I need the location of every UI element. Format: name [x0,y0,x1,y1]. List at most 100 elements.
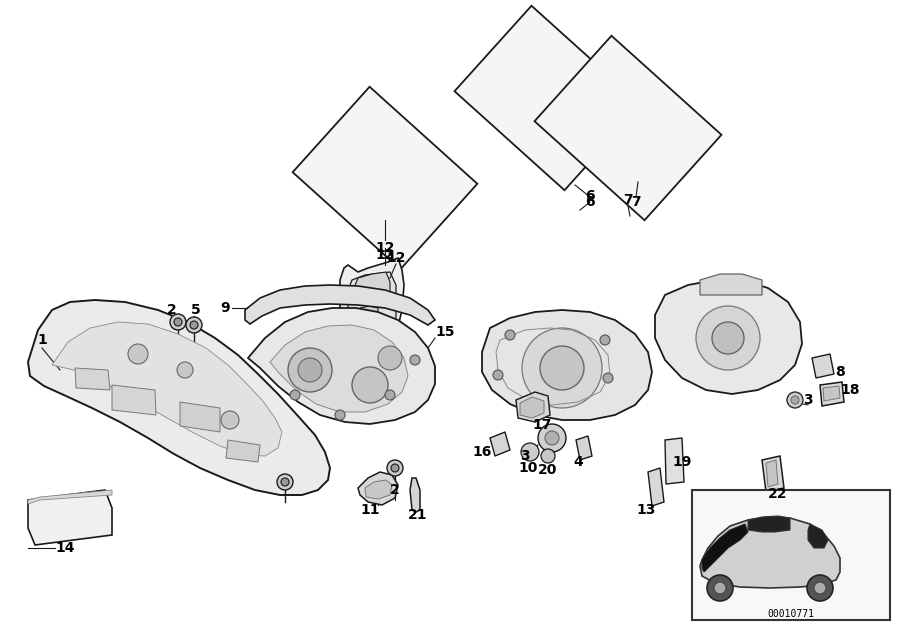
Polygon shape [248,308,435,424]
Polygon shape [820,382,844,406]
Polygon shape [410,478,420,512]
Text: 7: 7 [631,195,641,209]
Circle shape [787,392,803,408]
Polygon shape [576,436,592,460]
Polygon shape [665,438,684,484]
Polygon shape [180,402,220,432]
Text: 17: 17 [532,418,552,432]
Circle shape [391,464,399,472]
Polygon shape [700,517,840,588]
Text: 19: 19 [672,455,692,469]
Text: 9: 9 [220,301,230,315]
Text: 15: 15 [436,325,454,339]
Polygon shape [535,36,722,220]
Polygon shape [360,306,378,320]
Circle shape [505,330,515,340]
Polygon shape [28,490,112,504]
Polygon shape [766,460,778,487]
Circle shape [541,449,555,463]
Text: 13: 13 [636,503,656,517]
Circle shape [714,582,726,594]
Polygon shape [700,274,762,295]
Polygon shape [808,524,828,548]
Circle shape [387,460,403,476]
Circle shape [174,318,182,326]
Text: 12: 12 [386,251,406,265]
Circle shape [814,582,826,594]
Polygon shape [226,440,260,462]
Polygon shape [75,368,110,390]
Polygon shape [358,472,398,505]
Text: 2: 2 [390,483,400,497]
Bar [692,490,890,620]
Text: 6: 6 [585,195,595,209]
Circle shape [170,314,186,330]
Polygon shape [340,258,404,360]
Circle shape [410,355,420,365]
Circle shape [696,306,760,370]
Text: 3: 3 [803,393,813,407]
Circle shape [221,411,239,429]
Circle shape [522,328,602,408]
Text: 3: 3 [520,449,530,463]
Polygon shape [245,285,435,325]
Circle shape [177,362,193,378]
Circle shape [290,390,300,400]
Polygon shape [702,524,748,572]
Polygon shape [28,490,112,545]
Circle shape [190,321,198,329]
Polygon shape [354,272,390,300]
Circle shape [186,317,202,333]
Polygon shape [365,480,392,499]
Circle shape [521,443,539,461]
Polygon shape [516,392,550,422]
Circle shape [545,431,559,445]
Polygon shape [490,432,510,456]
Text: 12: 12 [375,241,395,255]
Text: 20: 20 [538,463,558,477]
Text: 2: 2 [167,303,177,317]
Text: 7: 7 [623,193,633,207]
Circle shape [385,390,395,400]
Text: 21: 21 [409,508,428,522]
Text: 11: 11 [360,503,380,517]
Text: 8: 8 [835,365,845,379]
Circle shape [378,346,402,370]
Circle shape [600,335,610,345]
Circle shape [807,575,833,601]
Polygon shape [812,354,834,378]
Polygon shape [823,386,840,401]
Polygon shape [454,6,642,190]
Text: 00010771: 00010771 [768,609,814,619]
Circle shape [791,396,799,404]
Text: 4: 4 [573,455,583,469]
Text: 1: 1 [37,333,47,347]
Text: 14: 14 [55,541,75,555]
Circle shape [603,373,613,383]
Polygon shape [482,310,652,420]
Polygon shape [112,385,156,415]
Circle shape [128,344,148,364]
Polygon shape [748,516,790,532]
Circle shape [712,322,744,354]
Circle shape [540,346,584,390]
Polygon shape [520,397,544,418]
Circle shape [288,348,332,392]
Circle shape [298,358,322,382]
Text: 10: 10 [518,461,537,475]
Polygon shape [348,272,396,340]
Text: 5: 5 [191,303,201,317]
Text: 6: 6 [585,189,595,203]
Text: 12: 12 [375,248,395,262]
Polygon shape [292,87,477,269]
Polygon shape [270,325,408,412]
Circle shape [281,478,289,486]
Circle shape [335,410,345,420]
Circle shape [707,575,733,601]
Circle shape [538,424,566,452]
Text: 16: 16 [472,445,491,459]
Polygon shape [648,468,664,506]
Circle shape [352,367,388,403]
Polygon shape [762,456,784,492]
Circle shape [493,370,503,380]
